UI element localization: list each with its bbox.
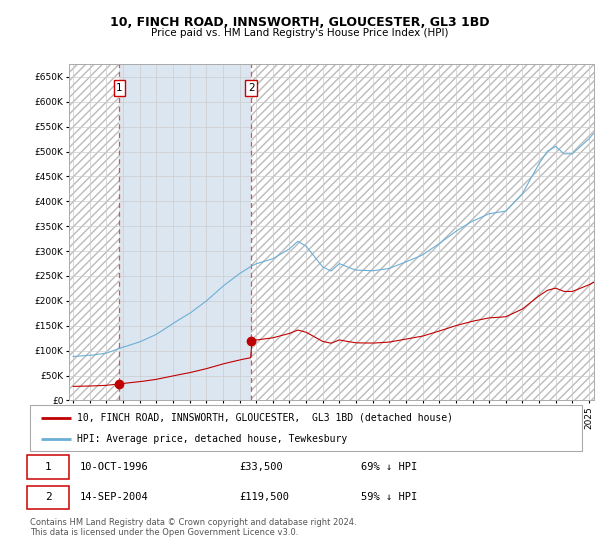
Text: 10, FINCH ROAD, INNSWORTH, GLOUCESTER,  GL3 1BD (detached house): 10, FINCH ROAD, INNSWORTH, GLOUCESTER, G…	[77, 413, 453, 423]
Text: £119,500: £119,500	[240, 492, 290, 502]
Text: 10-OCT-1996: 10-OCT-1996	[80, 461, 148, 472]
Text: 59% ↓ HPI: 59% ↓ HPI	[361, 492, 418, 502]
Text: Price paid vs. HM Land Registry's House Price Index (HPI): Price paid vs. HM Land Registry's House …	[151, 28, 449, 38]
FancyBboxPatch shape	[27, 486, 68, 510]
Polygon shape	[251, 64, 594, 400]
Text: Contains HM Land Registry data © Crown copyright and database right 2024.
This d: Contains HM Land Registry data © Crown c…	[30, 518, 356, 538]
FancyBboxPatch shape	[27, 455, 68, 479]
Text: £33,500: £33,500	[240, 461, 284, 472]
FancyBboxPatch shape	[30, 405, 582, 451]
Text: 1: 1	[116, 83, 123, 93]
Polygon shape	[69, 64, 119, 400]
Text: 14-SEP-2004: 14-SEP-2004	[80, 492, 148, 502]
Text: 69% ↓ HPI: 69% ↓ HPI	[361, 461, 418, 472]
Text: 2: 2	[248, 83, 254, 93]
Text: 2: 2	[45, 492, 52, 502]
Text: HPI: Average price, detached house, Tewkesbury: HPI: Average price, detached house, Tewk…	[77, 435, 347, 444]
Text: 1: 1	[45, 461, 52, 472]
Bar	[119, 64, 251, 400]
Text: 10, FINCH ROAD, INNSWORTH, GLOUCESTER, GL3 1BD: 10, FINCH ROAD, INNSWORTH, GLOUCESTER, G…	[110, 16, 490, 29]
